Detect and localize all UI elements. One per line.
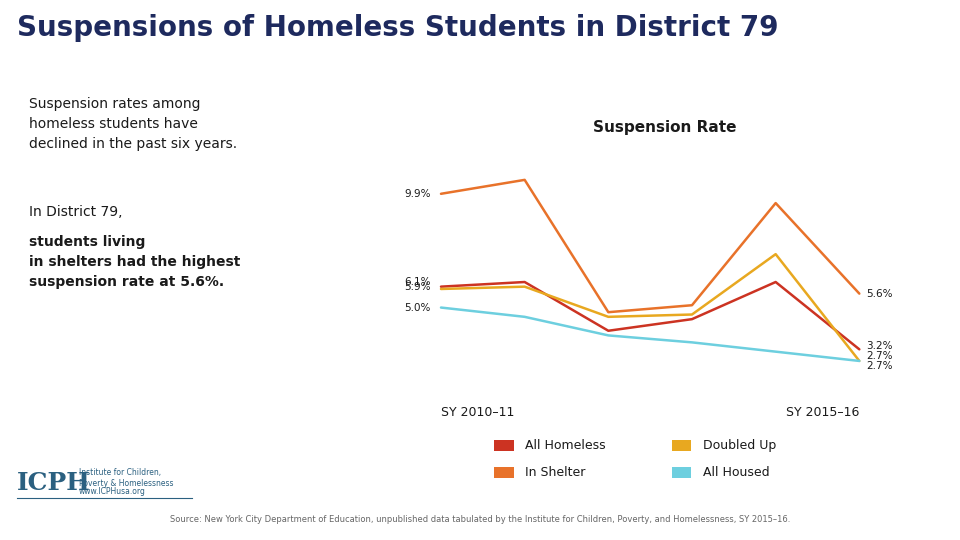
- Text: Suspension rates among
homeless students have
declined in the past six years.: Suspension rates among homeless students…: [29, 97, 237, 151]
- Text: All Housed: All Housed: [703, 466, 769, 479]
- Text: SY 2015–16: SY 2015–16: [786, 406, 859, 419]
- Text: In District 79,: In District 79,: [29, 205, 127, 219]
- Text: In Shelter: In Shelter: [525, 466, 586, 479]
- Text: 5.9%: 5.9%: [404, 282, 431, 292]
- Text: ICPH: ICPH: [17, 471, 91, 495]
- Text: www.ICPHusa.org: www.ICPHusa.org: [79, 487, 146, 496]
- Text: Doubled Up: Doubled Up: [703, 439, 776, 452]
- Text: 2.7%: 2.7%: [866, 361, 893, 370]
- Text: 6.1%: 6.1%: [404, 277, 431, 287]
- Text: 5.6%: 5.6%: [866, 288, 893, 299]
- Text: All Homeless: All Homeless: [525, 439, 606, 452]
- Title: Suspension Rate: Suspension Rate: [593, 120, 736, 135]
- Text: 2.7%: 2.7%: [866, 352, 893, 361]
- Text: 9.9%: 9.9%: [404, 189, 431, 199]
- Text: students living
in shelters had the highest
suspension rate at 5.6%.: students living in shelters had the high…: [29, 235, 240, 289]
- Text: Source: New York City Department of Education, unpublished data tabulated by the: Source: New York City Department of Educ…: [170, 515, 790, 524]
- Text: SY 2010–11: SY 2010–11: [441, 406, 515, 419]
- Text: Institute for Children,
Poverty & Homelessness: Institute for Children, Poverty & Homele…: [79, 468, 173, 488]
- Text: 5.0%: 5.0%: [404, 302, 431, 313]
- Text: Suspensions of Homeless Students in District 79: Suspensions of Homeless Students in Dist…: [17, 14, 779, 42]
- Text: 3.2%: 3.2%: [866, 341, 893, 351]
